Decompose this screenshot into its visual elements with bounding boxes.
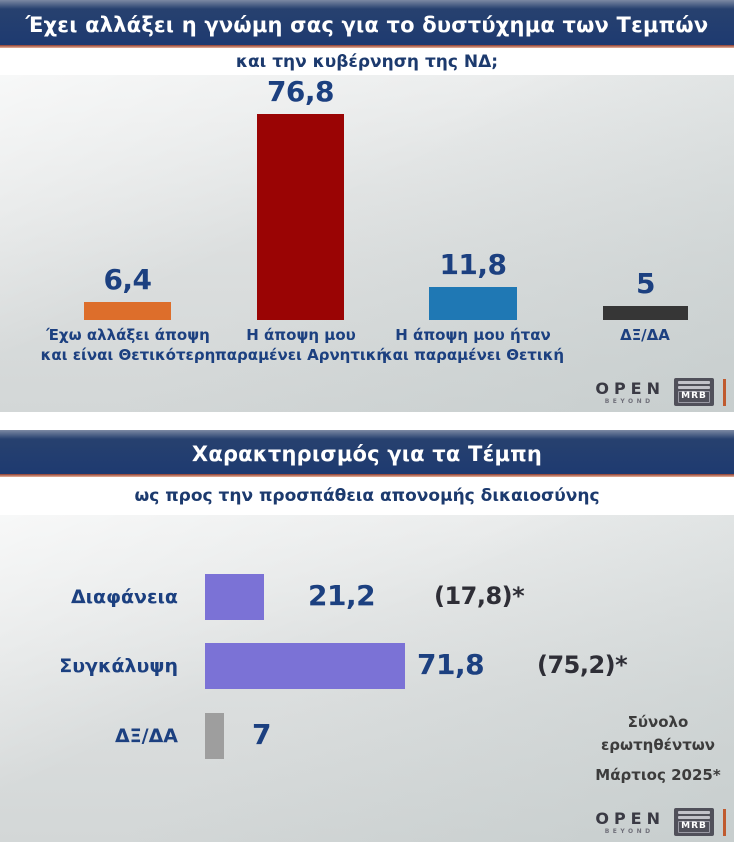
row-previous-value: (17,8)* (434, 582, 525, 610)
bar-value-label: 76,8 (266, 75, 335, 108)
bar-group-positive-change: 6,4 (84, 75, 171, 320)
open-channel-logo: OPEN BEYOND (595, 379, 665, 405)
row-label-dont-know: ΔΞ/ΔΑ (114, 725, 178, 747)
chart1-subtitle: και την κυβέρνηση της ΝΔ; (235, 51, 499, 72)
open-channel-logo: OPEN BEYOND (595, 809, 665, 835)
row-dont-know: ΔΞ/ΔΑ 7 (0, 713, 734, 759)
row-value: 21,2 (308, 579, 376, 612)
branding-block: OPEN BEYOND MRB (590, 378, 726, 406)
bar-value-label: 5 (636, 267, 655, 300)
chart2-title: Χαρακτηρισμός για τα Τέμπη (191, 442, 543, 466)
bar-transparency (205, 574, 264, 620)
bar-group-dont-know: 5 (603, 75, 688, 320)
row-label-coverup: Συγκάλυψη (59, 655, 178, 677)
row-value: 71,8 (417, 648, 485, 681)
branding-block: OPEN BEYOND MRB (590, 808, 726, 836)
category-label-remains-negative: Η άποψη μου παραμένει Αρνητική (214, 326, 388, 364)
bar-value-label: 11,8 (439, 248, 507, 281)
row-label-transparency: Διαφάνεια (70, 586, 178, 608)
sample-footnote: Σύνολο ερωτηθέντων Μάρτιος 2025* (595, 713, 721, 784)
bar-coverup (205, 643, 405, 689)
chart1-title: Έχει αλλάξει η γνώμη σας για το δυστύχημ… (25, 12, 709, 37)
bar-dont-know (603, 306, 688, 320)
mrb-pollster-logo: MRB (674, 378, 714, 406)
bar-dont-know-2 (205, 713, 224, 759)
bar-remains-positive (429, 287, 517, 320)
row-transparency: Διαφάνεια 21,2 (17,8)* (0, 574, 734, 620)
chart1-subtitle-band: και την κυβέρνηση της ΝΔ; (0, 48, 734, 75)
chart1-title-bar: Έχει αλλάξει η γνώμη σας για το δυστύχημ… (0, 0, 734, 45)
chart2-accent-line (0, 474, 734, 477)
chart1-plot-area: 6,4 76,8 11,8 5 Έχω αλλάξει άποψη και εί… (0, 75, 734, 412)
row-value: 7 (252, 718, 271, 751)
chart1-accent-line (0, 45, 734, 48)
category-label-remains-positive: Η άποψη μου ήταν και παραμένει Θετική (381, 326, 565, 364)
row-coverup: Συγκάλυψη 71,8 (75,2)* (0, 643, 734, 689)
chart2-subtitle: ως προς την προσπάθεια απονομής δικαιοσύ… (134, 486, 600, 506)
bar-group-remains-negative: 76,8 (257, 75, 344, 320)
mrb-pollster-logo: MRB (674, 808, 714, 836)
bar-remains-negative (257, 114, 344, 320)
brand-divider-rule (723, 808, 726, 836)
brand-divider-rule (723, 378, 726, 406)
bar-value-label: 6,4 (103, 263, 152, 296)
category-label-positive-change: Έχω αλλάξει άποψη και είναι Θετικότερη (40, 326, 216, 364)
chart2-title-bar: Χαρακτηρισμός για τα Τέμπη (0, 430, 734, 474)
bar-positive-change (84, 302, 171, 320)
chart2-plot-area: Διαφάνεια 21,2 (17,8)* Συγκάλυψη 71,8 (7… (0, 515, 734, 842)
row-previous-value: (75,2)* (537, 651, 628, 679)
bar-group-remains-positive: 11,8 (429, 75, 517, 320)
chart2-subtitle-band: ως προς την προσπάθεια απονομής δικαιοσύ… (0, 477, 734, 515)
category-label-dont-know: ΔΞ/ΔΑ (620, 326, 670, 344)
